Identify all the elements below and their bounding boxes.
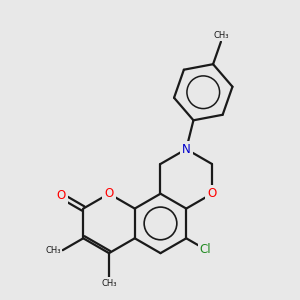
Text: O: O xyxy=(104,187,114,200)
Text: Cl: Cl xyxy=(200,243,211,256)
Text: CH₃: CH₃ xyxy=(45,246,61,255)
Text: CH₃: CH₃ xyxy=(101,279,117,288)
Text: O: O xyxy=(57,189,66,203)
Text: O: O xyxy=(207,187,217,200)
Text: CH₃: CH₃ xyxy=(214,31,230,40)
Text: N: N xyxy=(182,142,190,156)
